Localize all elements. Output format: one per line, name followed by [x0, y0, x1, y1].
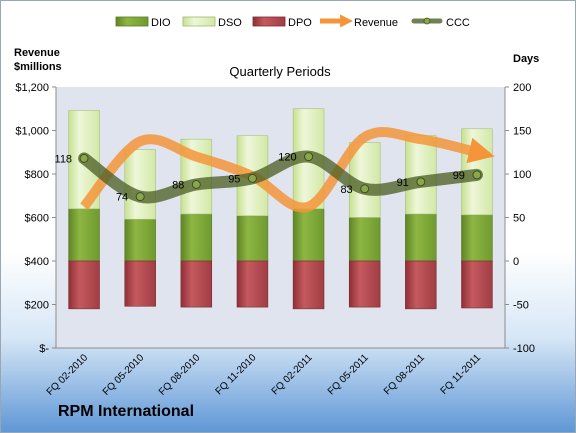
- left-tick-label: $1,000: [15, 126, 49, 138]
- ccc-point: [360, 184, 370, 194]
- dpo-bar: [461, 260, 493, 309]
- left-tick-label: $-: [39, 343, 49, 355]
- right-tick-label: 150: [513, 126, 531, 138]
- x-tick-label: FQ 02-2011: [270, 352, 315, 397]
- dio-bar: [180, 213, 213, 262]
- ccc-data-label: 74: [116, 192, 128, 204]
- right-tick-label: 200: [513, 82, 531, 94]
- left-axis: $1,200 $1,000 $800 $600 $400 $200 $-: [15, 82, 57, 355]
- ccc-point: [79, 153, 89, 163]
- x-tick-label: FQ 08-2011: [382, 352, 427, 397]
- left-tick-label: $800: [25, 169, 49, 181]
- ccc-point: [416, 177, 426, 187]
- dio-bar: [461, 214, 493, 262]
- dso-bar: [124, 149, 156, 220]
- x-tick-label: FQ 02-2010: [45, 352, 91, 398]
- right-tick-label: -50: [513, 300, 529, 312]
- left-axis-title-line2: $millions: [14, 61, 62, 73]
- left-axis-title-line1: Revenue: [14, 47, 60, 59]
- ccc-point: [135, 192, 145, 202]
- right-tick-label: 50: [513, 213, 525, 225]
- x-tick-label: FQ 08-2010: [157, 352, 203, 398]
- right-tick-label: -100: [513, 343, 535, 355]
- right-tick-label: 0: [513, 256, 519, 268]
- ccc-series: 118 74 88 95 120 83 91 99: [55, 150, 483, 204]
- dio-bar: [68, 208, 100, 262]
- ccc-point: [247, 173, 257, 183]
- plot-area: [56, 87, 505, 348]
- x-axis: FQ 02-2010 FQ 05-2010 FQ 08-2010 FQ 11-2010…: [45, 347, 505, 398]
- left-tick-label: $1,200: [15, 82, 49, 94]
- ccc-point: [472, 170, 482, 180]
- ccc-data-label: 99: [453, 170, 465, 182]
- ccc-data-label: 88: [172, 179, 184, 191]
- ccc-point: [304, 152, 314, 162]
- x-tick-label: FQ 11-2010: [214, 352, 259, 397]
- right-axis-title: Days: [513, 53, 539, 65]
- ccc-data-label: 120: [278, 152, 296, 164]
- ccc-data-label: 118: [55, 153, 73, 165]
- left-tick-label: $600: [25, 213, 49, 225]
- right-tick-label: 100: [513, 169, 531, 181]
- ccc-data-label: 83: [340, 184, 352, 196]
- legend-label-dso: DSO: [218, 17, 242, 29]
- dpo-bar: [68, 260, 100, 310]
- dpo-bar: [124, 260, 156, 307]
- dpo-bar: [405, 260, 437, 310]
- legend-marker-ccc: [423, 17, 431, 25]
- left-tick-label: $400: [25, 256, 49, 268]
- revenue-series: [80, 127, 495, 213]
- right-axis: 200 150 100 50 0 -50 -100: [504, 82, 535, 355]
- chart-title: Quarterly Periods: [229, 64, 331, 79]
- revenue-line: [80, 127, 495, 213]
- dio-bar: [348, 217, 381, 262]
- ccc-data-label: 95: [228, 173, 240, 185]
- dpo-bar: [236, 260, 269, 308]
- dio-bar: [236, 215, 269, 262]
- company-name: RPM International: [58, 403, 195, 420]
- ccc-point: [191, 179, 201, 189]
- dpo-bar: [348, 260, 381, 308]
- x-tick-label: FQ 05-2011: [326, 352, 371, 397]
- legend-label-ccc: CCC: [446, 17, 470, 29]
- legend-label-dio: DIO: [151, 17, 171, 29]
- left-tick-label: $200: [25, 300, 49, 312]
- dio-bar: [292, 208, 325, 262]
- x-tick-label: FQ 11-2011: [439, 352, 484, 397]
- legend-swatch-dpo: [252, 16, 286, 27]
- legend-label-dpo: DPO: [288, 17, 312, 29]
- ccc-data-label: 91: [397, 177, 409, 189]
- legend-swatch-dio: [115, 16, 149, 27]
- dio-bar: [405, 213, 437, 262]
- dio-bar: [124, 218, 156, 262]
- x-tick-label: FQ 05-2010: [101, 352, 147, 398]
- dpo-bar: [292, 260, 325, 310]
- legend-swatch-dso: [182, 16, 216, 27]
- dpo-bar: [180, 260, 213, 308]
- legend: DIO DSO DPO Revenue CCC: [115, 14, 470, 29]
- legend-label-revenue: Revenue: [354, 17, 398, 29]
